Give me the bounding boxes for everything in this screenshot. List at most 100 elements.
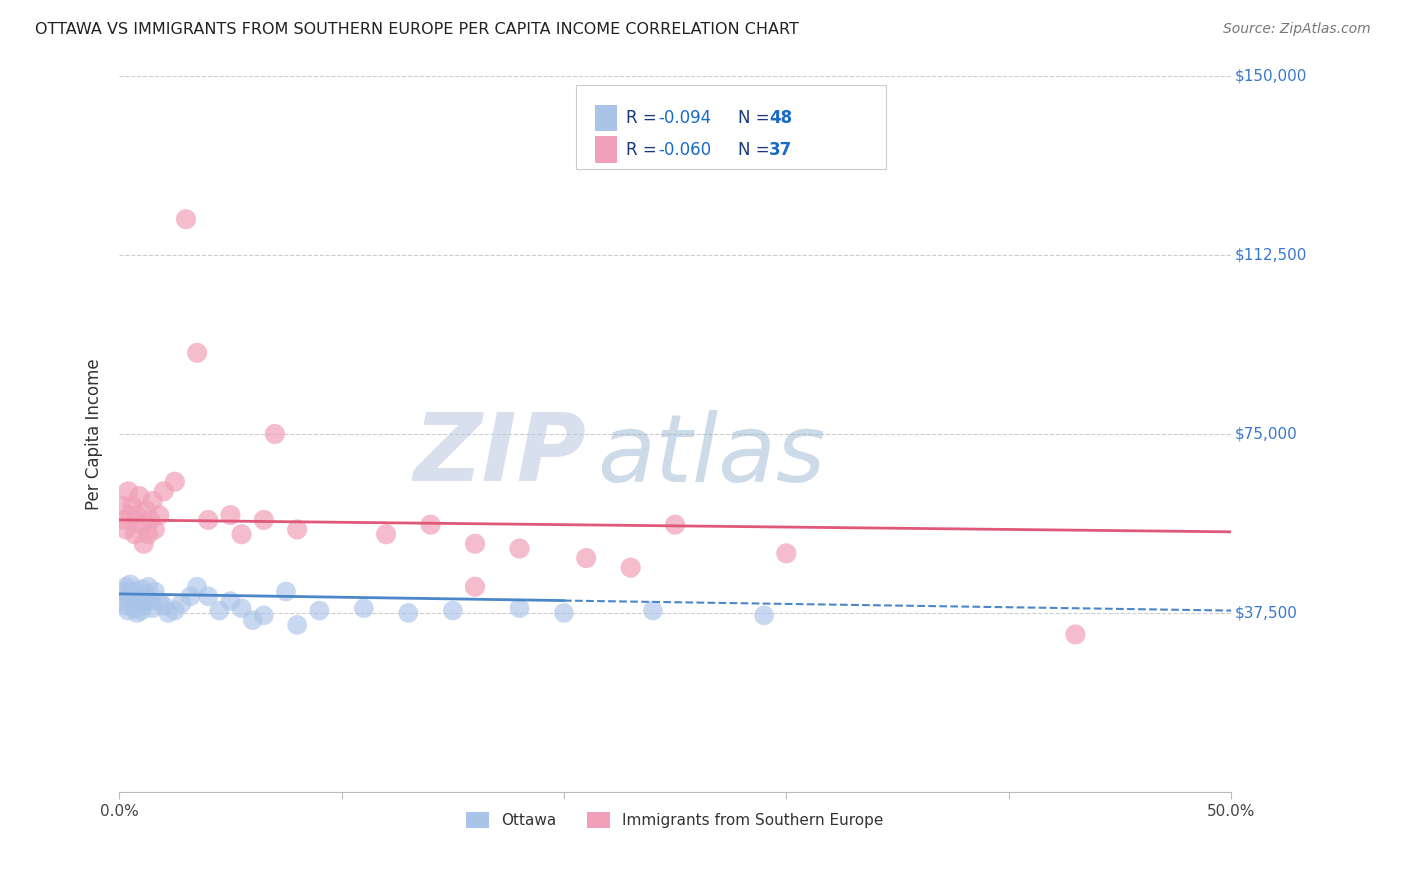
Y-axis label: Per Capita Income: Per Capita Income: [86, 359, 103, 510]
Point: [142, 601, 165, 615]
Legend: Ottawa, Immigrants from Southern Europe: Ottawa, Immigrants from Southern Europe: [460, 806, 890, 834]
Point: [219, 594, 242, 608]
Point: [136, 580, 159, 594]
Point: [157, 606, 180, 620]
Point: [775, 546, 797, 560]
Point: [464, 580, 486, 594]
Text: 37: 37: [769, 141, 793, 159]
Point: [163, 604, 186, 618]
Point: [124, 527, 146, 541]
Point: [464, 537, 486, 551]
Point: [131, 604, 153, 618]
Point: [163, 475, 186, 489]
Point: [125, 508, 148, 522]
Point: [197, 513, 219, 527]
Point: [132, 596, 155, 610]
Point: [264, 427, 287, 442]
Point: [375, 527, 398, 541]
Point: [120, 591, 142, 606]
Point: [253, 608, 276, 623]
Point: [117, 604, 139, 618]
Point: [242, 613, 264, 627]
Text: atlas: atlas: [598, 410, 825, 501]
Point: [620, 560, 643, 574]
Text: -0.094: -0.094: [658, 109, 711, 127]
Point: [115, 580, 138, 594]
Point: [197, 589, 219, 603]
Point: [115, 599, 138, 613]
Point: [1064, 627, 1087, 641]
Point: [285, 618, 308, 632]
Point: [120, 577, 142, 591]
Point: [274, 584, 297, 599]
Point: [142, 493, 165, 508]
Point: [219, 508, 242, 522]
Point: [121, 499, 143, 513]
Point: [131, 582, 153, 596]
Point: [132, 594, 155, 608]
Point: [253, 513, 276, 527]
Text: N =: N =: [738, 141, 775, 159]
Point: [110, 499, 132, 513]
Point: [231, 527, 253, 541]
Point: [143, 523, 166, 537]
Point: [135, 587, 157, 601]
Text: ZIP: ZIP: [413, 409, 586, 501]
Point: [132, 537, 155, 551]
Point: [139, 594, 162, 608]
Point: [553, 606, 575, 620]
Text: $37,500: $37,500: [1234, 606, 1298, 621]
Point: [186, 346, 208, 360]
Point: [128, 589, 150, 603]
Point: [508, 601, 530, 615]
Point: [110, 594, 132, 608]
Point: [121, 596, 143, 610]
Point: [641, 604, 664, 618]
Point: [419, 517, 441, 532]
Point: [231, 601, 253, 615]
Point: [152, 484, 174, 499]
Point: [117, 589, 139, 603]
Point: [112, 584, 135, 599]
Text: $112,500: $112,500: [1234, 247, 1306, 262]
Text: -0.060: -0.060: [658, 141, 711, 159]
Text: R =: R =: [626, 141, 662, 159]
Point: [136, 527, 159, 541]
Point: [208, 604, 231, 618]
Point: [308, 604, 330, 618]
Text: $75,000: $75,000: [1234, 426, 1298, 442]
Point: [353, 601, 375, 615]
Point: [143, 584, 166, 599]
Point: [285, 523, 308, 537]
Point: [124, 589, 146, 603]
Point: [128, 489, 150, 503]
Text: R =: R =: [626, 109, 662, 127]
Point: [139, 513, 162, 527]
Point: [128, 599, 150, 613]
Point: [125, 606, 148, 620]
Text: Source: ZipAtlas.com: Source: ZipAtlas.com: [1223, 22, 1371, 37]
Point: [170, 596, 193, 610]
Point: [179, 589, 201, 603]
Point: [441, 604, 464, 618]
Point: [135, 503, 157, 517]
Point: [121, 584, 143, 599]
Point: [117, 484, 139, 499]
Point: [124, 601, 146, 615]
Point: [752, 608, 775, 623]
Point: [120, 508, 142, 522]
Point: [575, 551, 598, 566]
Text: N =: N =: [738, 109, 775, 127]
Point: [152, 599, 174, 613]
Point: [125, 594, 148, 608]
Point: [148, 594, 170, 608]
Point: [508, 541, 530, 556]
Text: OTTAWA VS IMMIGRANTS FROM SOUTHERN EUROPE PER CAPITA INCOME CORRELATION CHART: OTTAWA VS IMMIGRANTS FROM SOUTHERN EUROP…: [35, 22, 799, 37]
Point: [115, 523, 138, 537]
Point: [148, 508, 170, 522]
Text: 48: 48: [769, 109, 792, 127]
Point: [186, 580, 208, 594]
Text: $150,000: $150,000: [1234, 69, 1306, 84]
Point: [396, 606, 419, 620]
Point: [131, 517, 153, 532]
